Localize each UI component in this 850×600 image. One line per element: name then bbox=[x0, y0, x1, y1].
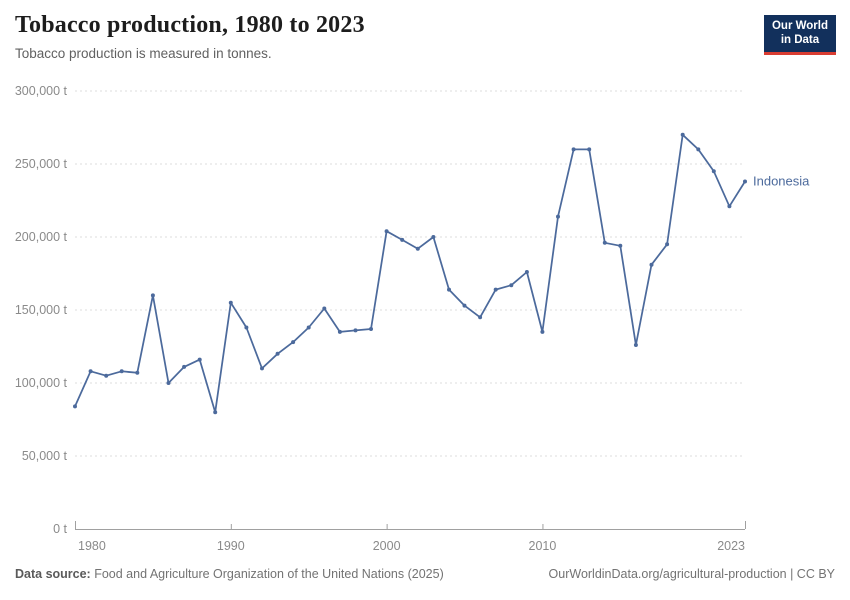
data-point-marker bbox=[415, 246, 420, 251]
data-point-marker bbox=[524, 270, 529, 274]
data-point-marker bbox=[696, 147, 701, 152]
y-tick-label: 0 t bbox=[53, 522, 67, 536]
data-point-marker bbox=[447, 287, 451, 292]
x-tick-label: 2000 bbox=[373, 539, 401, 553]
data-point-marker bbox=[244, 325, 249, 330]
y-tick-label: 50,000 t bbox=[22, 449, 68, 463]
data-point-marker bbox=[182, 364, 187, 369]
data-point-marker bbox=[135, 370, 140, 375]
data-point-marker bbox=[228, 300, 233, 305]
x-tick-label: 1980 bbox=[78, 539, 106, 553]
data-point-marker bbox=[680, 132, 685, 137]
owid-logo[interactable]: Our World in Data bbox=[763, 15, 836, 55]
data-point-marker bbox=[618, 243, 623, 248]
data-point-marker bbox=[431, 235, 436, 239]
chart-footer: Data source: Food and Agriculture Organi… bbox=[15, 567, 835, 581]
y-tick-label: 250,000 t bbox=[15, 157, 68, 171]
owid-logo-line1: Our World bbox=[771, 20, 828, 32]
data-point-marker bbox=[337, 329, 342, 334]
x-tick-label: 2010 bbox=[529, 539, 557, 553]
y-tick-label: 200,000 t bbox=[15, 230, 68, 244]
x-tick-label: 1990 bbox=[217, 539, 245, 553]
data-point-marker bbox=[509, 283, 514, 288]
data-point-marker bbox=[306, 325, 311, 330]
data-point-marker bbox=[478, 315, 483, 320]
data-point-marker bbox=[322, 306, 327, 311]
y-tick-label: 300,000 t bbox=[15, 84, 68, 98]
y-tick-label: 150,000 t bbox=[15, 303, 68, 317]
y-tick-label: 100,000 t bbox=[15, 376, 68, 390]
data-point-marker bbox=[369, 327, 373, 331]
data-point-marker bbox=[150, 293, 155, 298]
data-point-marker bbox=[493, 287, 498, 292]
data-point-marker bbox=[384, 229, 389, 234]
data-point-marker bbox=[73, 404, 77, 409]
data-point-marker bbox=[104, 373, 109, 378]
data-point-marker bbox=[213, 410, 218, 415]
data-point-marker bbox=[727, 204, 732, 209]
data-point-marker bbox=[571, 147, 576, 152]
data-point-marker bbox=[166, 381, 171, 385]
data-point-marker bbox=[275, 351, 280, 356]
data-point-marker bbox=[587, 147, 592, 152]
data-point-marker bbox=[462, 303, 467, 308]
chart-header: Tobacco production, 1980 to 2023 Tobacco… bbox=[15, 12, 835, 61]
data-point-marker bbox=[665, 242, 670, 247]
data-point-marker bbox=[119, 369, 124, 374]
data-point-marker bbox=[291, 340, 296, 345]
data-point-marker bbox=[633, 343, 638, 347]
series-label-indonesia[interactable]: Indonesia bbox=[753, 174, 810, 189]
data-source: Data source: Food and Agriculture Organi… bbox=[15, 567, 444, 581]
data-point-marker bbox=[649, 262, 654, 267]
data-point-marker bbox=[400, 237, 405, 242]
data-point-marker bbox=[540, 329, 545, 334]
data-point-marker bbox=[743, 179, 747, 184]
data-point-marker bbox=[353, 328, 358, 333]
footer-citation[interactable]: OurWorldinData.org/agricultural-producti… bbox=[548, 567, 835, 581]
page-title: Tobacco production, 1980 to 2023 bbox=[15, 12, 365, 38]
owid-logo-line2: in Data bbox=[780, 33, 820, 46]
data-point-marker bbox=[711, 169, 716, 174]
chart-subtitle: Tobacco production is measured in tonnes… bbox=[15, 46, 272, 61]
data-point-marker bbox=[556, 214, 560, 219]
data-point-marker bbox=[260, 366, 264, 371]
data-point-marker bbox=[197, 357, 202, 362]
data-source-text: Food and Agriculture Organization of the… bbox=[94, 567, 444, 581]
data-point-marker bbox=[88, 369, 93, 374]
data-point-marker bbox=[602, 240, 607, 245]
x-tick-label: 2023 bbox=[717, 539, 745, 553]
series-line-indonesia bbox=[74, 133, 746, 414]
data-source-label: Data source: bbox=[15, 567, 91, 581]
